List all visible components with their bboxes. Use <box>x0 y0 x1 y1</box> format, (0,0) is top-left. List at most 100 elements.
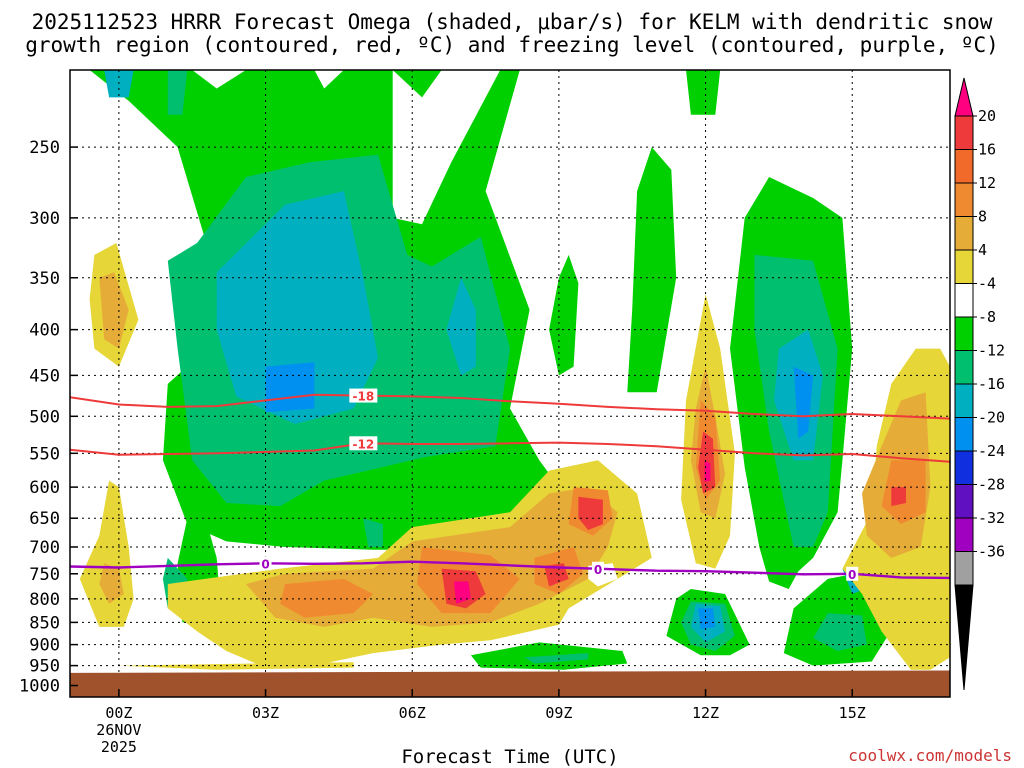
omega-region-pos12 <box>280 578 374 618</box>
colorbar-label: -16 <box>978 375 1005 393</box>
y-tick-label: 900 <box>29 636 60 656</box>
omega-region-neg8 <box>549 254 579 376</box>
contour-label-bg <box>846 566 859 581</box>
colorbar-label: 16 <box>978 141 996 159</box>
colorbar-swatch <box>954 417 974 452</box>
y-tick-label: 700 <box>29 538 60 558</box>
y-tick-label: 300 <box>29 209 60 229</box>
colorbar-swatch <box>954 115 974 150</box>
contour-label: 0 <box>261 557 269 571</box>
terrain-ground <box>70 670 950 697</box>
plot-area: -18 -12 0 0 0 <box>70 70 950 697</box>
omega-region-pos20 <box>453 581 471 604</box>
colorbar-swatch <box>954 249 974 284</box>
omega-region-neg8 <box>392 70 442 98</box>
x-axis-title: Forecast Time (UTC) <box>401 746 618 768</box>
colorbar-bottom-arrow <box>954 584 974 691</box>
y-tick-label: 800 <box>29 590 60 610</box>
omega-region-pos20 <box>704 460 711 482</box>
x-tick-date: 26NOV <box>96 721 141 739</box>
contour-label-bg <box>592 561 604 576</box>
y-tick-label: 550 <box>29 444 60 464</box>
omega-region-neg8 <box>686 70 721 115</box>
omega-region-neg20 <box>698 608 716 630</box>
x-tick-label: 06Z <box>399 704 426 722</box>
colorbar-swatch <box>954 316 974 351</box>
x-tick-label: 12Z <box>692 704 719 722</box>
y-tick-label: 450 <box>29 366 60 386</box>
colorbar-swatch <box>954 283 974 318</box>
contour-label: 0 <box>848 568 856 582</box>
omega-region-neg12 <box>524 653 589 664</box>
y-tick-label: 750 <box>29 565 60 585</box>
omega-region-neg12 <box>167 70 188 115</box>
colorbar-swatch <box>954 149 974 184</box>
y-tick-label: 350 <box>29 269 60 289</box>
colorbar-label: -12 <box>978 342 1005 360</box>
y-tick-label: 250 <box>29 138 60 158</box>
contour-label: -12 <box>352 437 374 451</box>
chart-title-line2: growth region (contoured, red, ºC) and f… <box>25 33 999 57</box>
y-tick-label: 950 <box>29 657 60 677</box>
dgz-contour-line <box>70 393 950 420</box>
colorbar-swatch <box>954 350 974 385</box>
contour-label: 0 <box>594 563 602 577</box>
y-tick-label: 1000 <box>19 677 60 697</box>
colorbar-label: 20 <box>978 107 996 125</box>
omega-region-neg8 <box>627 147 677 393</box>
colorbar-label: -20 <box>978 409 1005 427</box>
colorbar-swatch <box>954 383 974 418</box>
colorbar-swatch <box>954 182 974 217</box>
colorbar-swatch <box>954 216 974 251</box>
x-tick-label: 09Z <box>545 704 572 722</box>
colorbar-label: -36 <box>978 543 1005 561</box>
omega-region-neg16 <box>216 191 378 424</box>
y-tick-label: 850 <box>29 613 60 633</box>
colorbar-label: 12 <box>978 174 996 192</box>
omega-region-pos4 <box>118 662 354 670</box>
colorbar-label: 8 <box>978 208 987 226</box>
colorbar-swatch <box>954 551 974 586</box>
colorbar-swatch <box>954 450 974 485</box>
omega-region-neg16 <box>446 277 476 376</box>
plot-frame <box>69 69 951 698</box>
colorbar-label: -4 <box>978 275 996 293</box>
omega-region-pos16 <box>891 487 906 507</box>
colorbar-label: -28 <box>978 476 1005 494</box>
colorbar-top-arrow <box>954 77 974 117</box>
contour-label: -18 <box>352 390 374 404</box>
contour-label-bg <box>259 556 272 571</box>
omega-region-pos16 <box>578 496 603 530</box>
colorbar-label: 4 <box>978 241 987 259</box>
x-tick-label: 15Z <box>839 704 866 722</box>
colorbar-legend: 20 16 12 8 4 -4 -8 -12 -16 -20 -24 -28 -32 -36 <box>954 77 1005 691</box>
colorbar-label: -24 <box>978 442 1005 460</box>
colorbar-label: -32 <box>978 509 1005 527</box>
temperature-contours: -18 -12 0 0 0 <box>70 388 950 582</box>
y-tick-label: 600 <box>29 478 60 498</box>
colorbar-label: -8 <box>978 308 996 326</box>
colorbar-swatch <box>954 484 974 519</box>
omega-region-pos16 <box>544 563 569 587</box>
chart-title-line1: 2025112523 HRRR Forecast Omega (shaded, … <box>32 10 993 34</box>
x-tick-year: 2025 <box>101 738 137 756</box>
dgz-contour-line <box>70 441 950 463</box>
site-credit: coolwx.com/models <box>848 746 1012 765</box>
omega-region-neg20 <box>265 362 315 413</box>
x-tick-label: 03Z <box>252 704 279 722</box>
x-tick-label: 00Z <box>105 704 132 722</box>
omega-region-neg12 <box>363 518 383 547</box>
omega-region-pos8 <box>99 563 124 604</box>
colorbar-swatch <box>954 517 974 552</box>
y-tick-label: 500 <box>29 407 60 427</box>
y-axis-pressure: 250 300 350 400 450 500 550 600 650 700 750 800 850 9… <box>19 138 78 697</box>
y-tick-label: 650 <box>29 509 60 529</box>
omega-region-neg20 <box>793 366 814 439</box>
contour-label-bg <box>349 388 378 403</box>
freezing-level-contour <box>70 560 950 580</box>
contour-label-bg <box>349 436 378 451</box>
omega-shading <box>79 70 950 670</box>
y-tick-label: 400 <box>29 321 60 341</box>
